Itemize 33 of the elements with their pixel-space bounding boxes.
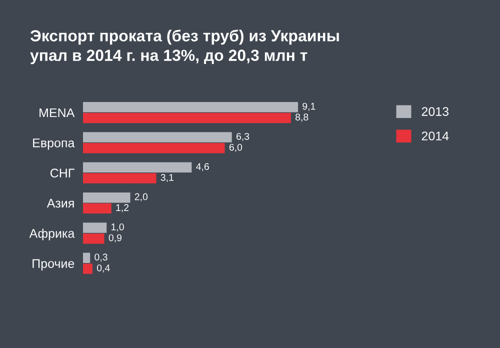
y-tick-label: Прочие [32,259,74,270]
data-label: 2,0 [134,193,148,202]
bar [83,142,225,154]
y-tick-label: Европа [33,138,75,150]
y-tick-label: Африка [29,228,75,240]
bar [83,222,107,233]
data-label: 0,9 [108,234,122,242]
bar [83,162,192,173]
bar [83,102,298,112]
data-label: 1,0 [112,223,124,232]
bar [83,203,112,214]
data-label: 0,3 [94,254,108,262]
data-label: 1,2 [116,204,129,212]
bar [83,192,130,203]
bar [83,112,291,124]
data-label: 4,6 [196,163,209,172]
bar [83,132,232,142]
data-label: 9,1 [302,102,316,111]
data-label: 6,3 [236,132,250,142]
legend-label: 2014 [422,132,449,140]
y-tick-label: СНГ [50,168,74,178]
data-label: 0,4 [96,264,110,273]
data-label: 6,0 [229,144,242,152]
bar [83,173,156,184]
legend-label: 2013 [422,107,449,116]
bar [83,252,90,264]
chart-title: Экспорт проката (без труб) из Украины упал в 2014 г. на 13%, до 20,3 млн т [30,30,339,64]
bar [83,233,104,244]
data-label: 3,1 [160,174,174,182]
y-tick-label: MENA [40,108,75,118]
bar [83,264,92,274]
y-tick-label: Азия [46,198,74,208]
data-label: 8,8 [296,114,308,122]
